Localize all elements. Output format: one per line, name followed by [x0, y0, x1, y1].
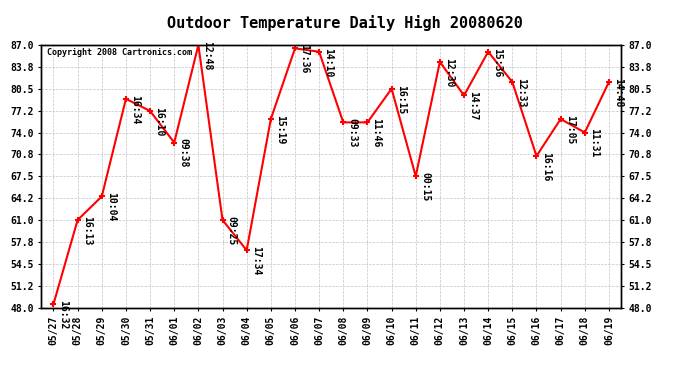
Text: 15:36: 15:36 — [493, 48, 502, 77]
Text: 10:04: 10:04 — [106, 192, 116, 222]
Text: 14:10: 14:10 — [324, 48, 333, 77]
Text: 09:25: 09:25 — [227, 216, 237, 245]
Text: 16:16: 16:16 — [541, 152, 551, 181]
Text: 09:38: 09:38 — [179, 138, 188, 168]
Text: 17:05: 17:05 — [565, 115, 575, 144]
Text: 16:15: 16:15 — [396, 85, 406, 114]
Text: 16:32: 16:32 — [58, 300, 68, 329]
Text: 12:30: 12:30 — [444, 58, 454, 87]
Text: 15:19: 15:19 — [275, 115, 285, 144]
Text: 16:10: 16:10 — [155, 107, 164, 136]
Text: 00:15: 00:15 — [420, 172, 430, 201]
Text: 16:13: 16:13 — [82, 216, 92, 245]
Text: 12:33: 12:33 — [517, 78, 526, 107]
Text: 11:46: 11:46 — [372, 118, 382, 148]
Text: 16:34: 16:34 — [130, 94, 140, 124]
Text: 14:48: 14:48 — [613, 78, 623, 107]
Text: 12:48: 12:48 — [203, 41, 213, 70]
Text: Copyright 2008 Cartronics.com: Copyright 2008 Cartronics.com — [47, 48, 193, 57]
Text: Outdoor Temperature Daily High 20080620: Outdoor Temperature Daily High 20080620 — [167, 15, 523, 31]
Text: 11:31: 11:31 — [589, 128, 599, 158]
Text: 17:34: 17:34 — [251, 246, 261, 276]
Text: 14:37: 14:37 — [469, 92, 478, 121]
Text: 09:33: 09:33 — [348, 118, 357, 148]
Text: 17:36: 17:36 — [299, 44, 309, 74]
